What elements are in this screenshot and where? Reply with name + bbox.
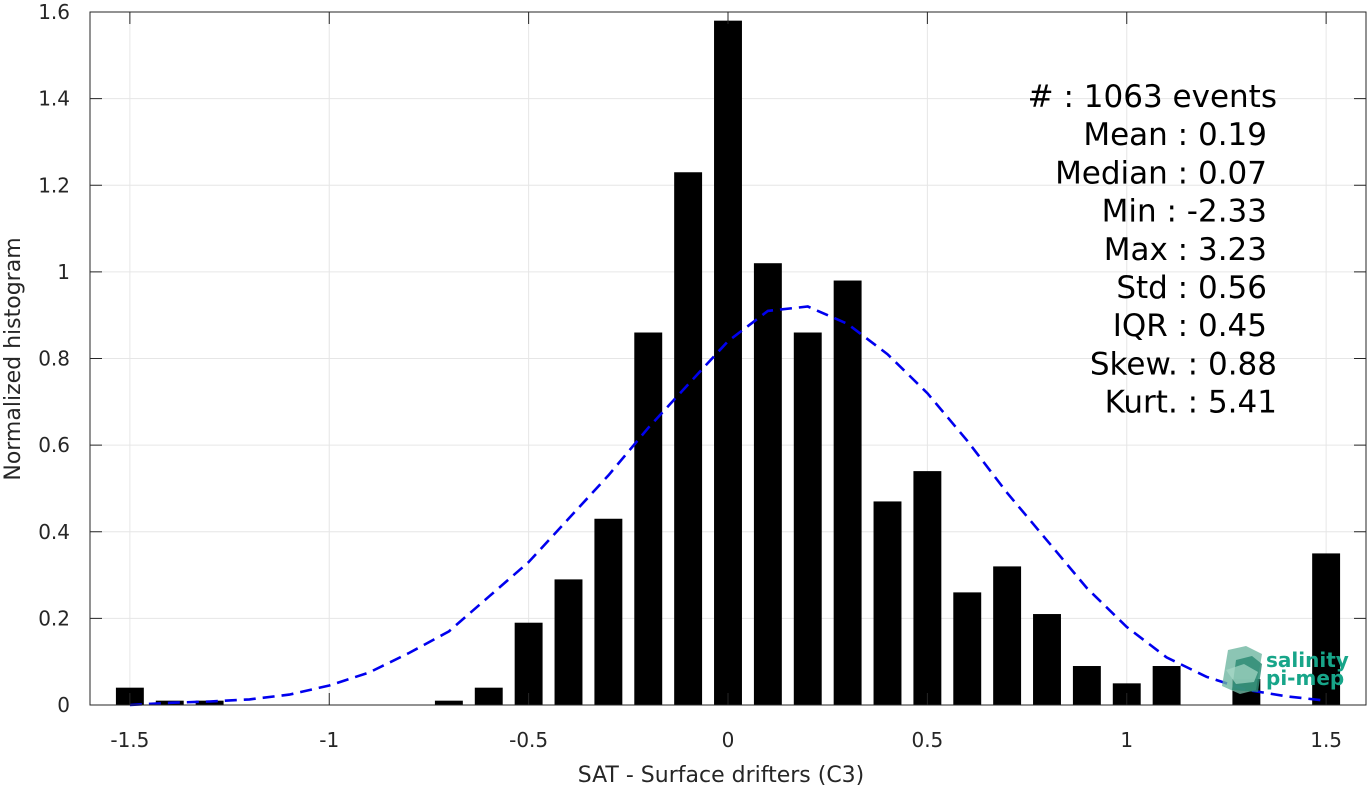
x-axis-label: SAT - Surface drifters (C3) — [578, 763, 865, 785]
histogram-bar-8 — [434, 700, 463, 705]
histogram-bar-29 — [1312, 553, 1341, 705]
y-tick-label-5: 1 — [57, 260, 70, 284]
y-axis-label: Normalized histogram — [1, 237, 26, 480]
stats-line-6: IQR : 0.45 — [1113, 308, 1267, 344]
stats-line-8: Kurt. : 5.41 — [1105, 385, 1277, 421]
logo-line-1: salinity — [1266, 648, 1349, 672]
y-tick-label-0: 0 — [57, 693, 70, 717]
logo-line-2: pi-mep — [1266, 666, 1344, 690]
histogram-bar-13 — [634, 332, 663, 705]
normal-fit-curve — [129, 305, 1327, 707]
x-tick-label-3: 0 — [722, 728, 735, 752]
histogram-bar-9 — [474, 687, 503, 705]
histogram-bar-18 — [833, 280, 862, 705]
salinity-pimep-logo: salinity pi-mep — [1222, 646, 1349, 694]
histogram-bar-22 — [993, 566, 1022, 705]
normal-fit-line — [129, 305, 1327, 707]
histogram-bars — [115, 20, 1341, 706]
y-tick-label-2: 0.4 — [38, 520, 70, 544]
histogram-bar-20 — [913, 471, 942, 705]
y-tick-label-7: 1.4 — [38, 87, 70, 111]
logo-mark-icon — [1222, 646, 1262, 694]
y-tick-label-6: 1.2 — [38, 173, 70, 197]
histogram-bar-23 — [1033, 614, 1061, 705]
x-tick-label-6: 1.5 — [1310, 728, 1342, 752]
stats-line-7: Skew. : 0.88 — [1090, 346, 1277, 382]
stats-line-4: Max : 3.23 — [1104, 232, 1267, 268]
x-tick-label-0: -1.5 — [110, 728, 149, 752]
y-tick-label-3: 0.6 — [38, 433, 70, 457]
histogram-bar-26 — [1152, 666, 1181, 705]
axis-ticks — [90, 11, 1366, 706]
y-tick-label-4: 0.8 — [38, 347, 70, 371]
stats-line-3: Min : -2.33 — [1102, 194, 1267, 230]
x-tick-label-2: -0.5 — [509, 728, 548, 752]
histogram-bar-14 — [674, 172, 703, 706]
x-tick-label-1: -1 — [319, 728, 339, 752]
y-tick-label-8: 1.6 — [38, 0, 70, 24]
histogram-bar-2 — [195, 700, 224, 705]
histogram-bar-21 — [953, 592, 982, 705]
histogram-bar-10 — [514, 622, 543, 705]
stats-line-2: Median : 0.07 — [1055, 155, 1267, 191]
histogram-bar-15 — [714, 20, 742, 706]
histogram-bar-19 — [873, 501, 902, 705]
stats-line-5: Std : 0.56 — [1116, 270, 1267, 306]
y-tick-labels: 0 0.2 0.4 0.6 0.8 1 1.2 1.4 1.6 — [38, 0, 70, 717]
histogram-bar-24 — [1072, 666, 1101, 705]
x-tick-label-5: 1 — [1120, 728, 1133, 752]
x-tick-label-4: 0.5 — [911, 728, 943, 752]
stats-line-0: # : 1063 events — [1028, 79, 1277, 115]
y-tick-label-1: 0.2 — [38, 606, 70, 630]
histogram-bar-11 — [554, 579, 583, 705]
histogram-bar-17 — [793, 332, 822, 705]
histogram-bar-12 — [594, 518, 623, 705]
histogram-bar-16 — [753, 263, 782, 705]
stats-line-1: Mean : 0.19 — [1083, 117, 1267, 153]
x-tick-labels: -1.5 -1 -0.5 0 0.5 1 1.5 — [110, 728, 1342, 752]
